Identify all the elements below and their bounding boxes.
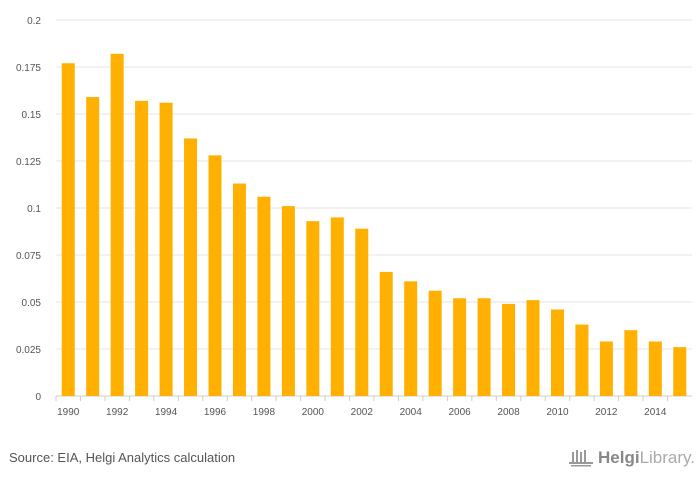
bar-2003 [379, 271, 393, 396]
x-tick-label: 1992 [106, 407, 129, 418]
bar-2006 [453, 298, 467, 396]
bar-1991 [86, 97, 100, 396]
x-tick-label: 1996 [204, 407, 227, 418]
y-tick-label: 0 [35, 392, 41, 403]
x-tick-label: 2008 [497, 407, 520, 418]
y-tick-label: 0.1 [27, 204, 41, 215]
x-tick-label: 2010 [546, 407, 569, 418]
x-tick-label: 1994 [155, 407, 178, 418]
helgi-library-logo[interactable]: Helgi Library. [568, 448, 695, 468]
y-tick-label: 0.025 [16, 345, 41, 356]
source-note: Source: EIA, Helgi Analytics calculation [9, 450, 236, 465]
x-tick-label: 2002 [351, 407, 374, 418]
bar-1998 [257, 196, 271, 396]
logo-text-light: Library. [639, 448, 695, 467]
y-tick-label: 0.175 [16, 63, 41, 74]
bar-2007 [477, 298, 491, 396]
bar-1992 [110, 53, 124, 397]
bar-2002 [355, 228, 369, 396]
bar-1999 [281, 206, 295, 396]
bar-2000 [306, 221, 320, 396]
bar-1997 [232, 183, 246, 396]
y-tick-label: 0.125 [16, 157, 41, 168]
x-tick-label: 2000 [302, 407, 325, 418]
bar-2013 [624, 330, 638, 396]
bar-2001 [330, 217, 344, 396]
library-icon [569, 450, 593, 467]
x-tick-label: 2004 [400, 407, 423, 418]
bar-2004 [404, 281, 418, 396]
bar-2014 [648, 341, 662, 396]
bar-2012 [599, 341, 613, 396]
bar-2008 [502, 303, 516, 396]
bar-1990 [61, 63, 75, 397]
bar-2011 [575, 324, 589, 396]
bar-1994 [159, 102, 173, 396]
x-tick-label: 1990 [57, 407, 80, 418]
bar-1996 [208, 155, 222, 396]
bar-2009 [526, 300, 540, 396]
bar-1995 [184, 138, 198, 396]
y-tick-label: 0.05 [22, 298, 42, 309]
bar-2010 [550, 309, 564, 396]
y-tick-label: 0.075 [16, 251, 41, 262]
bar-1993 [135, 100, 149, 396]
x-tick-label: 1998 [253, 407, 276, 418]
x-tick-label: 2006 [448, 407, 471, 418]
y-tick-label: 0.15 [22, 110, 42, 121]
x-tick-label: 2012 [595, 407, 618, 418]
logo-text-bold: Helgi [598, 448, 640, 467]
bar-2005 [428, 290, 442, 396]
bar-2015 [673, 347, 687, 396]
x-tick-label: 2014 [644, 407, 667, 418]
y-tick-label: 0.2 [27, 16, 41, 27]
bar-chart: 0 0.025 0.05 0.075 0.1 0.125 0.15 0.175 0.2 1990 1… [16, 16, 692, 418]
